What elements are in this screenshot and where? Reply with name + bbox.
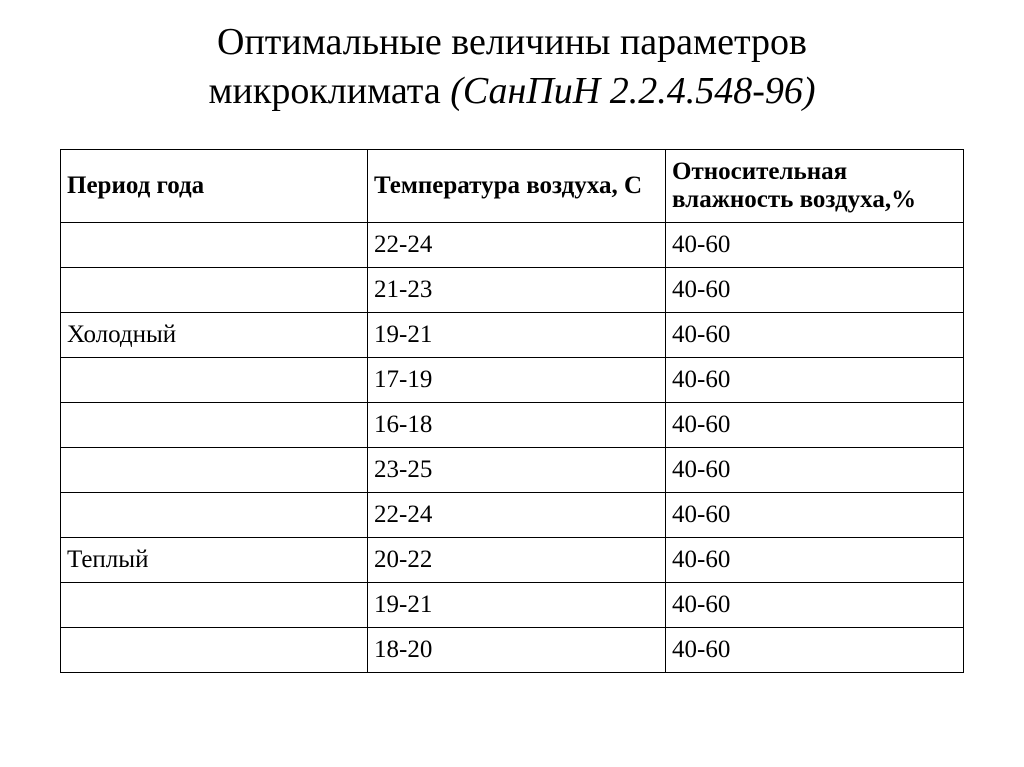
table-row: 19-21 40-60 <box>61 582 964 627</box>
cell-temperature: 23-25 <box>368 447 666 492</box>
table-row: 18-20 40-60 <box>61 627 964 672</box>
cell-period <box>61 447 368 492</box>
title-line-2-italic: (СанПиН 2.2.4.548-96) <box>450 70 815 112</box>
cell-humidity: 40-60 <box>666 447 964 492</box>
cell-humidity: 40-60 <box>666 267 964 312</box>
cell-period <box>61 492 368 537</box>
cell-humidity: 40-60 <box>666 222 964 267</box>
page-title: Оптимальные величины параметров микрокли… <box>60 18 964 117</box>
cell-temperature: 21-23 <box>368 267 666 312</box>
cell-humidity: 40-60 <box>666 492 964 537</box>
title-line-2-plain: микроклимата <box>208 70 450 112</box>
cell-humidity: 40-60 <box>666 402 964 447</box>
table-row: 23-25 40-60 <box>61 447 964 492</box>
table-row: 22-24 40-60 <box>61 492 964 537</box>
cell-period <box>61 222 368 267</box>
table-row: 16-18 40-60 <box>61 402 964 447</box>
cell-period: Теплый <box>61 537 368 582</box>
cell-humidity: 40-60 <box>666 627 964 672</box>
column-header-temperature: Температура воздуха, С <box>368 149 666 222</box>
title-line-1: Оптимальные величины параметров <box>217 21 807 63</box>
table-row: 22-24 40-60 <box>61 222 964 267</box>
cell-humidity: 40-60 <box>666 582 964 627</box>
cell-temperature: 19-21 <box>368 312 666 357</box>
cell-period: Холодный <box>61 312 368 357</box>
column-header-period: Период года <box>61 149 368 222</box>
column-header-humidity: Относительная влажность воздуха,% <box>666 149 964 222</box>
table-row: Холодный 19-21 40-60 <box>61 312 964 357</box>
cell-humidity: 40-60 <box>666 537 964 582</box>
cell-temperature: 20-22 <box>368 537 666 582</box>
cell-temperature: 22-24 <box>368 222 666 267</box>
cell-temperature: 16-18 <box>368 402 666 447</box>
cell-temperature: 17-19 <box>368 357 666 402</box>
cell-temperature: 18-20 <box>368 627 666 672</box>
microclimate-table: Период года Температура воздуха, С Относ… <box>60 149 964 673</box>
cell-temperature: 19-21 <box>368 582 666 627</box>
table-row: 21-23 40-60 <box>61 267 964 312</box>
cell-humidity: 40-60 <box>666 357 964 402</box>
table-row: 17-19 40-60 <box>61 357 964 402</box>
cell-humidity: 40-60 <box>666 312 964 357</box>
cell-temperature: 22-24 <box>368 492 666 537</box>
cell-period <box>61 582 368 627</box>
cell-period <box>61 402 368 447</box>
table-header-row: Период года Температура воздуха, С Относ… <box>61 149 964 222</box>
cell-period <box>61 627 368 672</box>
cell-period <box>61 357 368 402</box>
cell-period <box>61 267 368 312</box>
table-row: Теплый 20-22 40-60 <box>61 537 964 582</box>
